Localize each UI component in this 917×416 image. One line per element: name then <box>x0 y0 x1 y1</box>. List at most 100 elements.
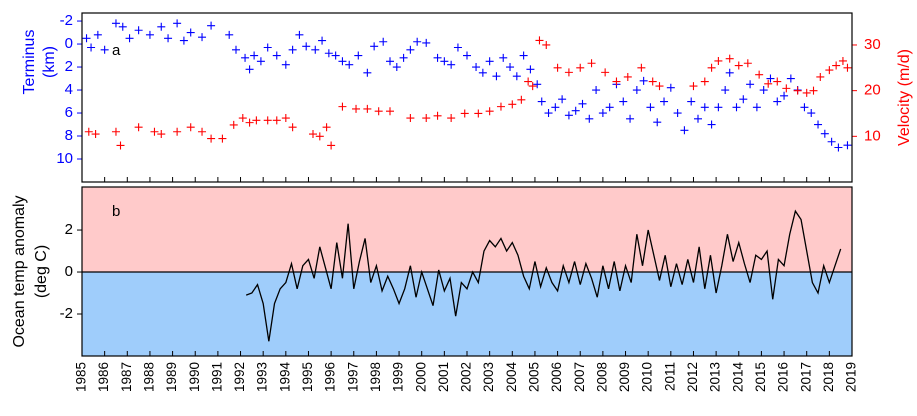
marker <box>485 57 494 66</box>
x-tick-label: 1994 <box>277 362 292 393</box>
marker <box>363 68 372 77</box>
marker <box>272 116 281 125</box>
x-tick-label: 2003 <box>481 362 496 392</box>
marker <box>352 104 361 113</box>
marker <box>116 141 125 150</box>
marker <box>322 123 331 132</box>
marker <box>759 86 768 95</box>
x-tick-label: 1997 <box>345 362 360 392</box>
marker <box>173 127 182 136</box>
marker <box>637 63 646 72</box>
marker <box>773 97 782 106</box>
x-tick-label: 1992 <box>232 362 247 392</box>
marker <box>752 103 761 112</box>
x-tick-label: 1991 <box>209 362 224 392</box>
marker <box>564 111 573 120</box>
x-tick-label: 1985 <box>74 362 89 392</box>
marker <box>198 127 207 136</box>
x-tick-label: 2013 <box>708 362 723 392</box>
marker <box>612 77 621 86</box>
marker <box>832 61 841 70</box>
x-tick-label: 1986 <box>96 362 111 392</box>
y-tick-label: 0 <box>65 263 73 280</box>
marker <box>363 104 372 113</box>
marker <box>157 130 166 139</box>
marker <box>252 116 261 125</box>
y-tick-label: 2 <box>65 221 73 238</box>
marker <box>825 66 834 75</box>
marker <box>646 103 655 112</box>
marker <box>492 72 501 81</box>
marker <box>551 103 560 112</box>
marker <box>392 63 401 72</box>
marker <box>673 109 682 118</box>
marker <box>447 114 456 123</box>
marker <box>241 53 250 62</box>
x-tick-label: 2014 <box>730 362 745 393</box>
marker <box>245 65 254 74</box>
marker <box>782 84 791 93</box>
marker <box>331 51 340 60</box>
marker <box>281 114 290 123</box>
marker <box>309 130 317 139</box>
marker <box>694 114 702 123</box>
x-tick-label: 2011 <box>662 362 677 391</box>
marker <box>571 106 580 115</box>
marker <box>533 80 542 89</box>
marker <box>399 53 408 62</box>
marker <box>93 30 102 39</box>
x-tick-label: 2017 <box>798 362 813 392</box>
marker <box>666 83 675 92</box>
marker <box>84 127 93 136</box>
marker <box>732 103 741 112</box>
marker <box>816 72 825 81</box>
marker <box>843 141 852 150</box>
marker <box>725 68 734 77</box>
marker <box>598 109 607 118</box>
marker <box>453 43 462 52</box>
frame <box>81 186 853 357</box>
marker <box>838 56 847 65</box>
y-axis-title: Ocean temp anomaly <box>11 195 28 347</box>
marker <box>814 120 823 129</box>
marker <box>746 80 755 89</box>
marker <box>542 40 551 49</box>
marker <box>379 37 388 46</box>
marker <box>786 74 795 83</box>
marker <box>111 127 120 136</box>
marker <box>91 130 100 139</box>
cold-shade <box>82 272 852 356</box>
marker <box>632 86 641 95</box>
y-tick-label: -2 <box>60 305 73 322</box>
y-tick-label: 10 <box>56 150 73 167</box>
marker <box>370 42 379 51</box>
marker <box>800 103 809 112</box>
marker <box>619 97 628 106</box>
marker <box>125 34 134 43</box>
x-tick-label: 1999 <box>391 362 406 392</box>
marker <box>315 132 324 141</box>
frame <box>81 12 853 183</box>
x-tick-label: 2018 <box>821 362 836 392</box>
marker <box>232 45 240 54</box>
marker <box>150 127 159 136</box>
marker <box>250 51 259 60</box>
x-tick-label: 2001 <box>436 362 451 392</box>
y-tick-label: 8 <box>65 127 73 144</box>
marker <box>324 49 333 58</box>
marker <box>535 36 544 45</box>
marker <box>485 107 494 116</box>
marker <box>537 97 546 106</box>
marker <box>519 51 528 60</box>
marker <box>558 95 567 104</box>
marker <box>601 68 610 77</box>
marker <box>564 68 573 77</box>
marker <box>587 59 596 68</box>
marker <box>463 51 471 60</box>
marker <box>82 34 91 43</box>
marker <box>512 72 521 81</box>
marker <box>655 82 664 91</box>
marker <box>496 102 505 111</box>
marker <box>700 103 709 112</box>
x-tick-label: 1995 <box>300 362 315 392</box>
